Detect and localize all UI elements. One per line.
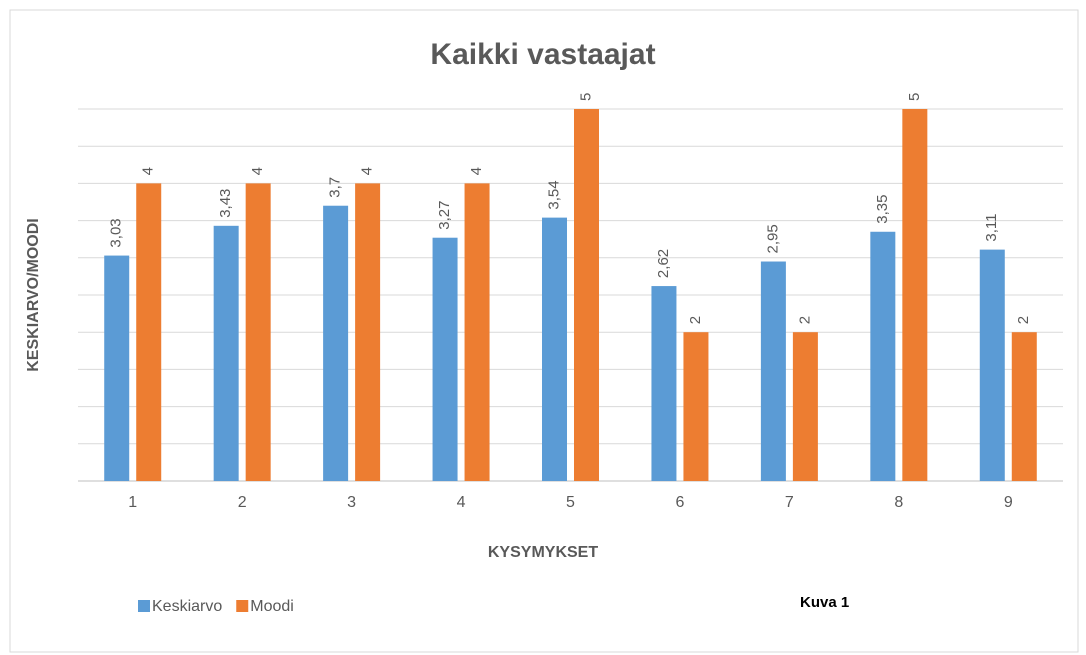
- x-axis-label: KYSYMYKSET: [488, 544, 598, 561]
- bar: [355, 183, 381, 481]
- bar: [870, 231, 896, 481]
- legend-swatch: [236, 600, 249, 612]
- data-label: 3,27: [436, 201, 453, 230]
- bar: [136, 183, 162, 481]
- data-label: 2: [687, 316, 704, 324]
- x-tick-label: 3: [347, 494, 356, 511]
- data-label: 4: [249, 167, 266, 175]
- data-label: 4: [140, 167, 157, 175]
- x-tick-label: 1: [128, 494, 137, 511]
- bar: [245, 183, 271, 481]
- bar: [902, 109, 928, 481]
- bar: [651, 286, 677, 481]
- x-tick-label: 8: [894, 494, 903, 511]
- bar: [464, 183, 490, 481]
- legend-label: Moodi: [250, 598, 294, 615]
- data-label: 4: [468, 167, 485, 175]
- legend-label: Keskiarvo: [152, 598, 222, 615]
- data-label: 3,7: [327, 177, 344, 198]
- x-tick-label: 2: [238, 494, 247, 511]
- bar: [432, 237, 458, 481]
- data-label: 2: [1015, 316, 1032, 324]
- x-tick-label: 4: [457, 494, 466, 511]
- bar: [979, 249, 1005, 481]
- data-label: 3,11: [983, 214, 1000, 242]
- x-tick-label: 9: [1004, 494, 1013, 511]
- bar: [104, 255, 130, 481]
- bar: [213, 225, 239, 481]
- bar: [1011, 332, 1037, 481]
- bar: [574, 109, 599, 481]
- data-label: 3,03: [108, 218, 125, 247]
- bar: [792, 332, 818, 481]
- x-tick-label: 5: [566, 494, 575, 511]
- bar: [323, 205, 349, 481]
- data-label: 3,54: [545, 180, 562, 209]
- data-label: 2,62: [655, 249, 672, 278]
- bar: [683, 332, 709, 481]
- data-label: 4: [359, 167, 376, 175]
- x-tick-label: 6: [675, 494, 684, 511]
- chart-title: Kaikki vastaajat: [430, 38, 655, 71]
- data-label: 5: [906, 93, 923, 101]
- bar: [760, 261, 786, 481]
- annotation: Kuva 1: [800, 594, 849, 611]
- y-axis-label: KESKIARVO/MOODI: [25, 218, 42, 372]
- data-label: 3,35: [874, 195, 891, 224]
- data-label: 2: [796, 316, 813, 324]
- data-label: 5: [577, 93, 594, 101]
- legend-swatch: [138, 600, 150, 612]
- data-label: 3,43: [217, 189, 234, 218]
- bar: [542, 217, 567, 481]
- data-label: 2,95: [764, 224, 781, 253]
- x-tick-label: 7: [785, 494, 794, 511]
